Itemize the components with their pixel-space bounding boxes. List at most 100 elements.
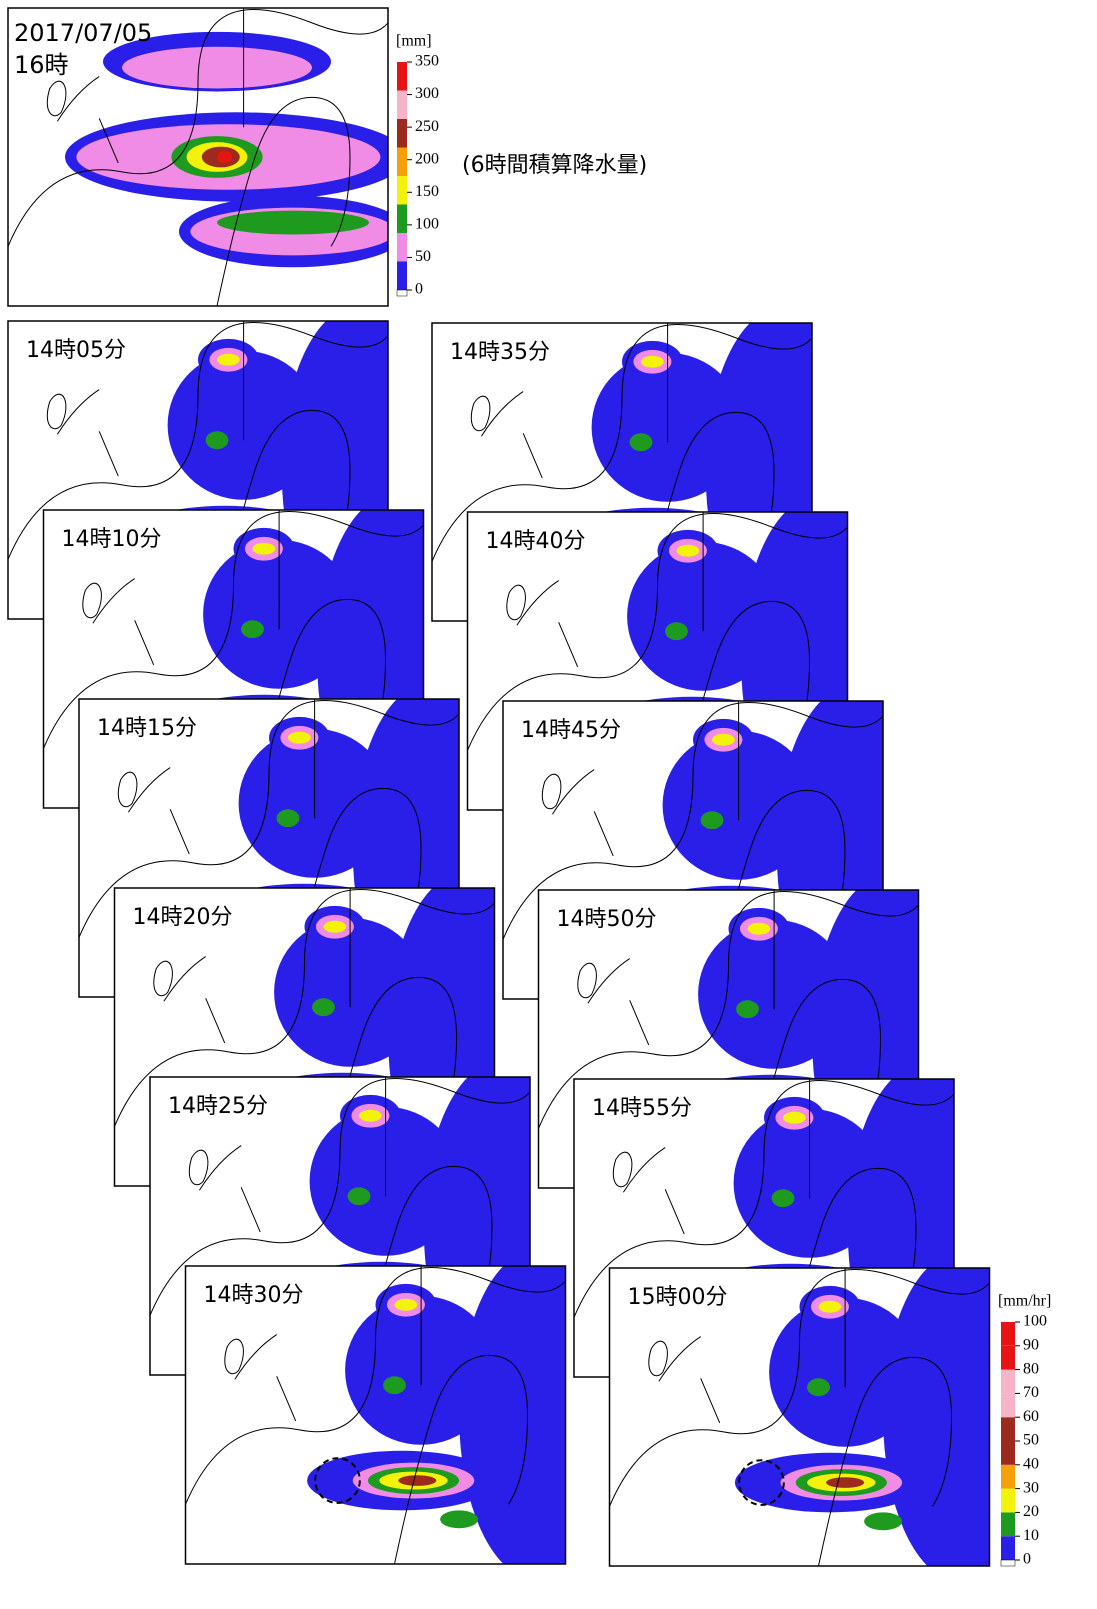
island: [648, 1340, 668, 1377]
island: [577, 962, 597, 999]
colorbar-label: 300: [415, 85, 439, 102]
map-panels: 14時05分 14時10分 14時15分 14時20分 14時25分 14時30分 14時3…: [7, 7, 991, 1567]
colorbar-segment: [397, 176, 407, 205]
colorbar-segment: [1001, 1393, 1015, 1418]
panel-border: [7, 7, 389, 307]
precip-area: [252, 542, 276, 555]
precip-area: [783, 1111, 806, 1124]
precip-area: [641, 355, 664, 368]
map-content: [185, 1266, 566, 1564]
island: [46, 393, 67, 430]
colorbar-label: 100: [415, 216, 439, 233]
colorbar-label: 200: [415, 150, 439, 167]
island: [612, 1151, 633, 1188]
colorbar-label: 60: [1023, 1408, 1039, 1425]
island: [224, 1338, 244, 1375]
island: [470, 395, 491, 432]
colorbar-label: 150: [415, 183, 439, 200]
colorbar-white: [1000, 1559, 1016, 1567]
colorbar-segment: [1001, 1512, 1015, 1537]
colorbar-segment: [1001, 1441, 1015, 1465]
coastline: [8, 321, 388, 619]
panel-label: 14時10分: [62, 527, 162, 552]
island: [82, 582, 102, 619]
panel-label: 14時35分: [450, 340, 550, 365]
coastline: [150, 1077, 530, 1375]
precip-area: [323, 920, 347, 933]
coastline: [503, 701, 883, 999]
colorbar-segment: [1001, 1464, 1015, 1489]
colorbar-segment: [397, 233, 407, 262]
colorbar-label: 250: [415, 118, 439, 135]
panel-label: 14時40分: [486, 529, 586, 554]
colorbar-segment: [397, 119, 407, 148]
coastline: [79, 699, 459, 997]
colorbar-label: 50: [415, 248, 431, 265]
precip-area: [217, 210, 369, 235]
precip-area: [122, 46, 312, 89]
colorbar-segment: [397, 90, 407, 119]
panel-label: 14時45分: [521, 718, 621, 743]
precip-area: [818, 1300, 842, 1313]
map-content: [8, 8, 388, 306]
panel-label: 14時15分: [97, 716, 197, 741]
coastline: [114, 888, 495, 1186]
colorbar-segment: [1001, 1322, 1015, 1346]
colorbar-unit: [mm]: [396, 33, 432, 50]
precip-area: [864, 1512, 903, 1531]
annotations: 2017/07/05 16時 [mm] (6時間積算降水量) [mm/hr] 0…: [14, 19, 1051, 1568]
island: [541, 773, 562, 810]
colorbar-segment: [397, 62, 407, 91]
precip-area: [826, 1477, 865, 1488]
colorbar-label: 40: [1023, 1455, 1039, 1472]
colorbar-label: 0: [415, 281, 423, 298]
colorbar-unit: [mm/hr]: [998, 1293, 1051, 1310]
map-panel: 15時00分: [608, 1267, 991, 1567]
island: [506, 584, 526, 621]
coastline: [8, 8, 388, 306]
coastline: [538, 890, 919, 1188]
precip-area: [241, 620, 264, 639]
panel-border: [184, 1265, 567, 1565]
colorbar-segment: [397, 261, 407, 290]
precip-area: [747, 922, 771, 935]
panel-label: 14時25分: [168, 1094, 268, 1119]
coastline: [185, 1266, 566, 1564]
panel-label: 15時00分: [628, 1285, 728, 1310]
colorbar-label: 30: [1023, 1479, 1039, 1496]
colorbar-segment: [397, 204, 407, 233]
precip-area: [736, 1000, 759, 1019]
coastline: [43, 510, 424, 808]
precip-area: [347, 1187, 371, 1206]
caption: (6時間積算降水量): [462, 153, 647, 178]
precip-area: [394, 1298, 418, 1311]
map-panel: 14時30分: [184, 1265, 567, 1565]
focus-circle: [738, 1459, 785, 1506]
map-content: [609, 1268, 990, 1566]
precip-area: [383, 1376, 406, 1395]
precip-area: [359, 1109, 382, 1122]
precip-area: [807, 1378, 830, 1397]
island: [188, 1149, 209, 1186]
precip-area: [276, 809, 300, 828]
precip-area: [312, 998, 335, 1017]
colorbar-segment: [1001, 1536, 1015, 1560]
coastline: [609, 1268, 990, 1566]
colorbar-label: 50: [1023, 1432, 1039, 1449]
coastline: [432, 323, 812, 621]
time-label: 16時: [14, 51, 69, 79]
colorbar-segment: [1001, 1369, 1015, 1394]
precip-area: [440, 1510, 479, 1529]
precip-area: [217, 353, 240, 366]
panel-label: 14時30分: [204, 1283, 304, 1308]
colorbar-label: 10: [1023, 1527, 1039, 1544]
island: [46, 80, 67, 117]
panel-label: 14時05分: [26, 338, 126, 363]
colorbar-segment: [1001, 1345, 1015, 1370]
date-label: 2017/07/05: [14, 19, 152, 47]
colorbar-label: 20: [1023, 1503, 1039, 1520]
panel-border: [608, 1267, 991, 1567]
colorbar-segment: [397, 147, 407, 176]
coastline: [467, 512, 848, 810]
